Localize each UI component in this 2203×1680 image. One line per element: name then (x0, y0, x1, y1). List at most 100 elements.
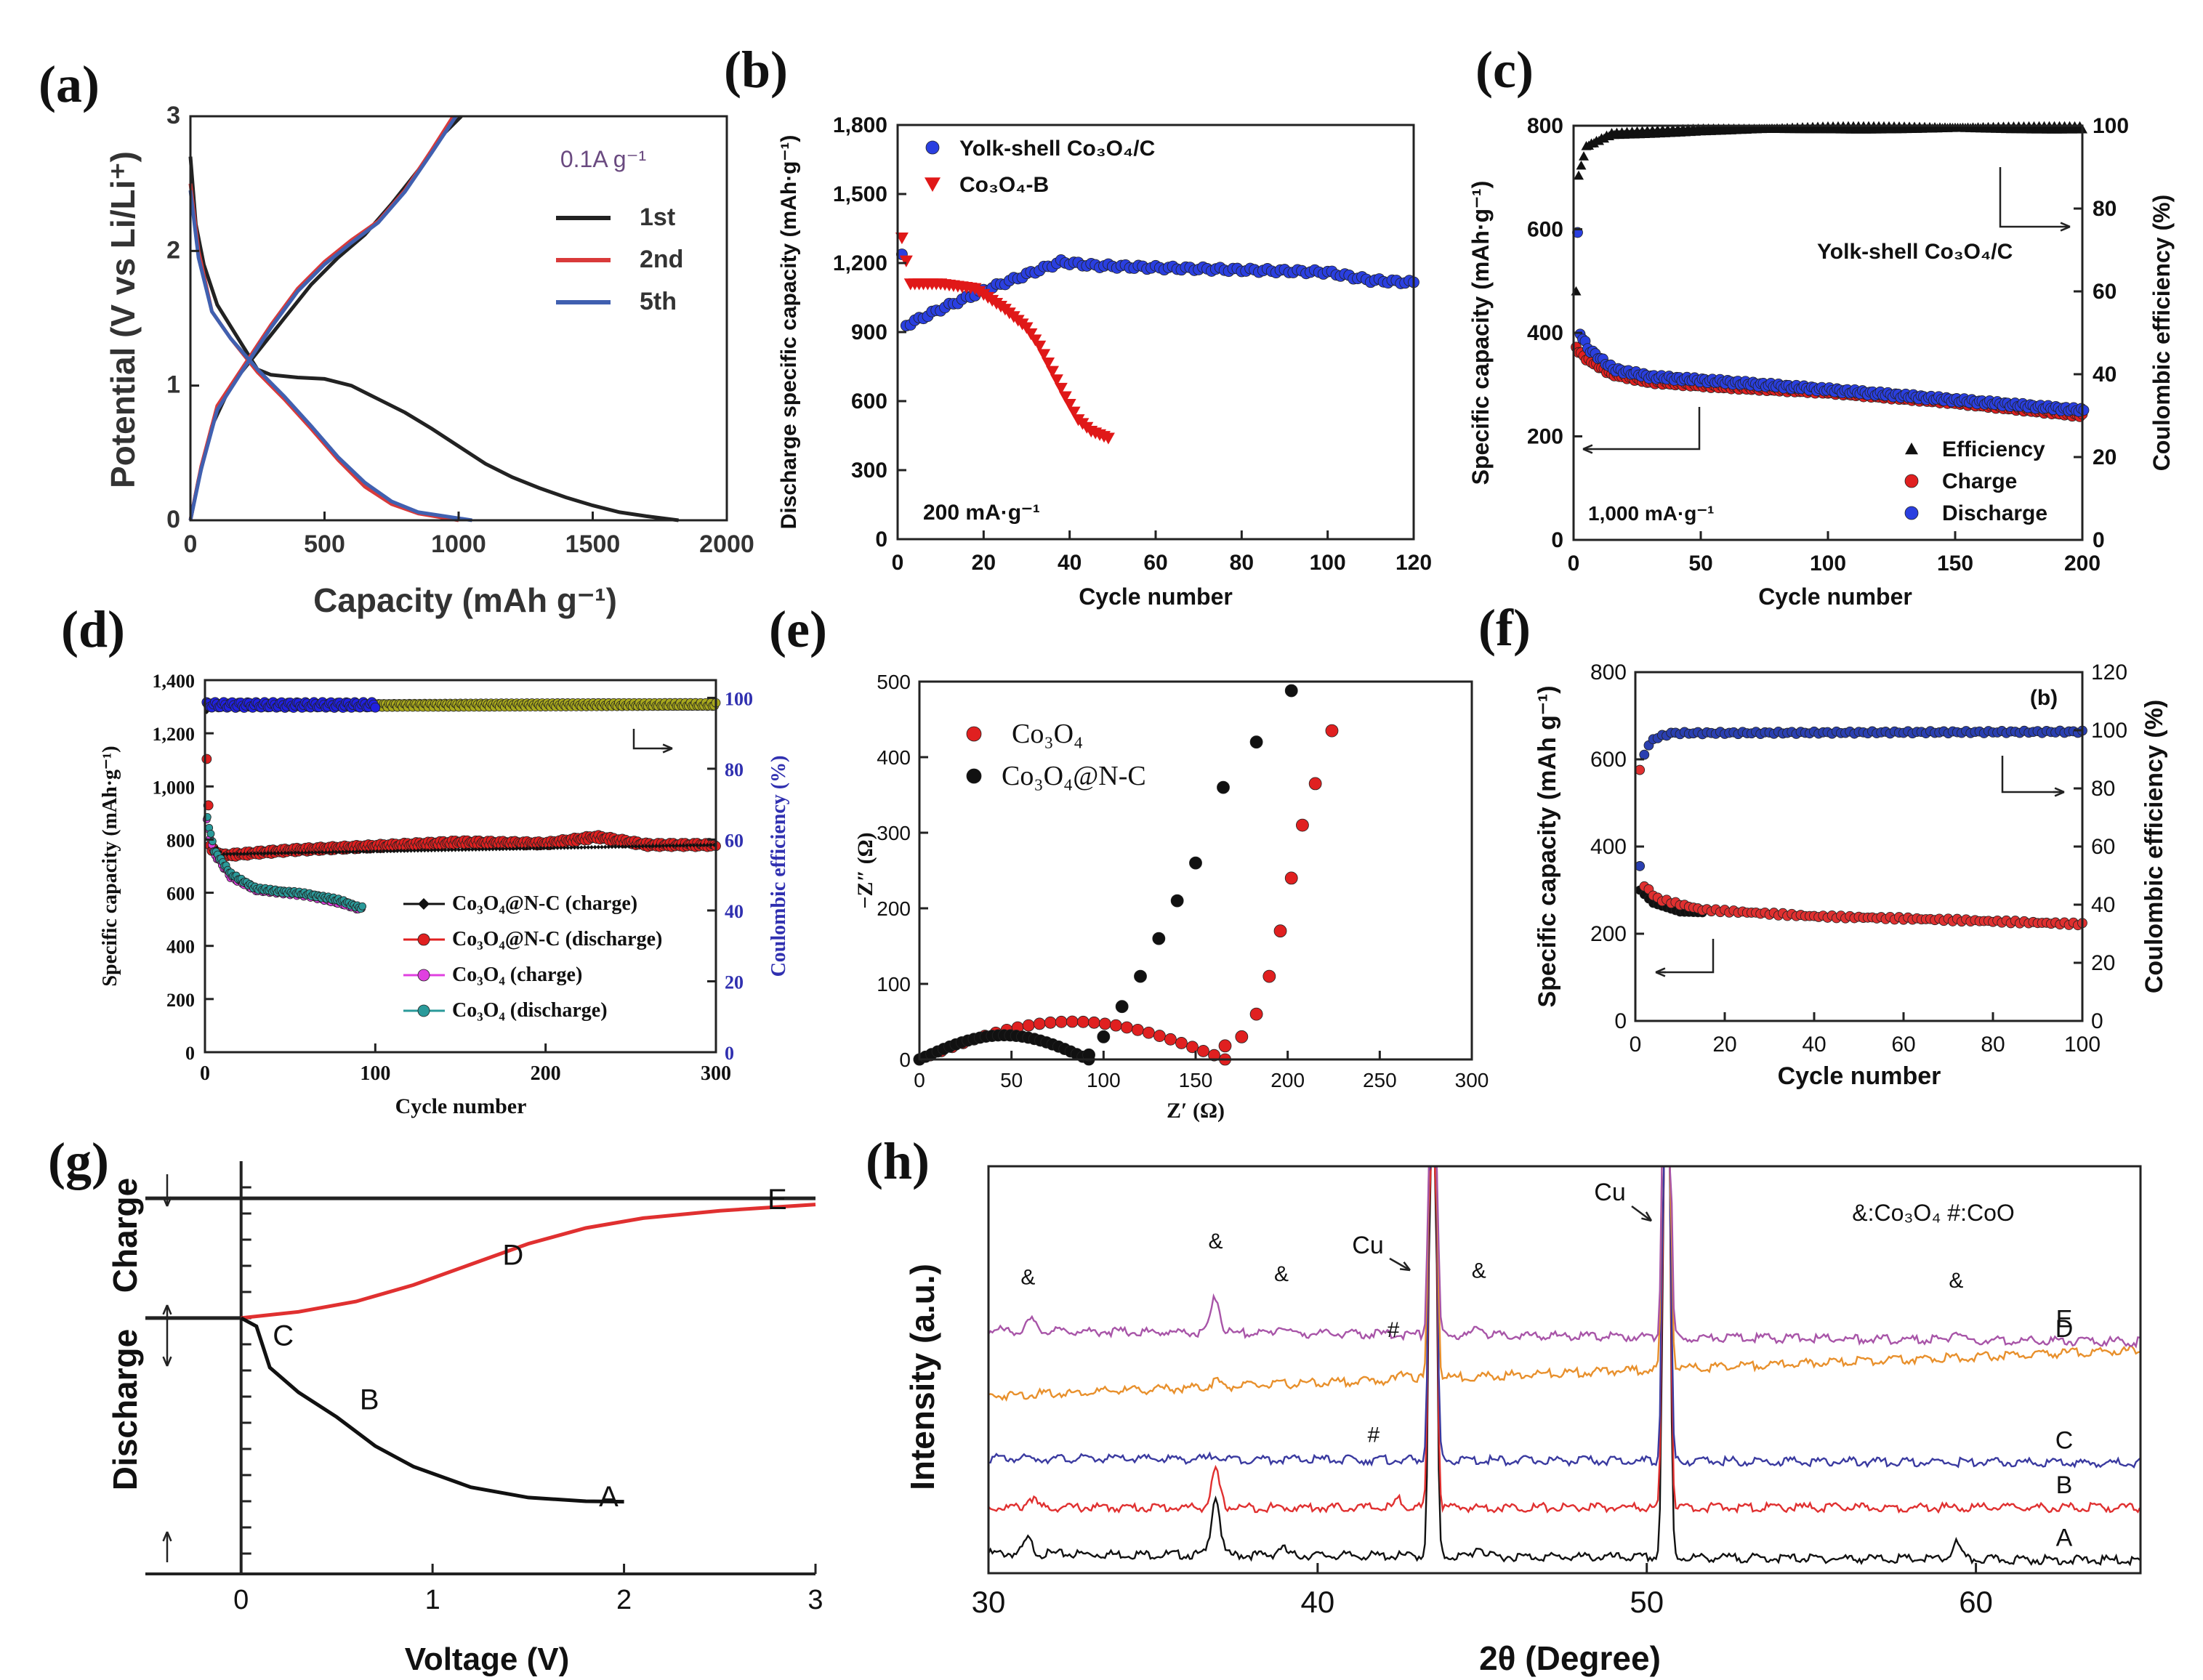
panel-label-d: (d) (61, 600, 125, 658)
g-x-tick-label: 1 (425, 1585, 440, 1615)
d-nc-charge-point (453, 847, 458, 852)
y2-tick-label: 0 (2093, 528, 2105, 552)
d-nc-charge-point (368, 849, 373, 854)
d-nc-charge-point (337, 849, 342, 855)
d-nc-charge-point (562, 845, 567, 850)
y2-tick-label: 20 (725, 972, 744, 993)
y-tick-label: 600 (1527, 218, 1563, 242)
b-x-axis-title: Cycle number (1079, 583, 1233, 610)
e-co3o4-arc-point (1197, 1045, 1209, 1057)
e-co3o4-tail-point (1325, 724, 1339, 738)
d-nc-charge-point (279, 850, 284, 855)
d-nc-charge-point (241, 851, 246, 856)
d-nc-charge-point (657, 844, 662, 849)
b-rate-annotation: 200 mA·g⁻¹ (923, 501, 1040, 525)
e-nc-tail-point (1217, 780, 1230, 794)
y-tick-label: 400 (1527, 321, 1563, 345)
d-nc-charge-point (273, 851, 278, 856)
d-nc-charge-point (528, 846, 533, 851)
c-x-axis-title: Cycle number (1758, 583, 1912, 610)
f-frame (1634, 671, 2084, 1022)
e-legend-label: Co₃O₄ (1012, 719, 1083, 749)
y2-tick-label: 120 (2091, 661, 2127, 684)
d-nc-charge-point (334, 849, 339, 855)
h-pattern-label: A (2056, 1524, 2073, 1552)
d-legend-label: Co₃O₄ (charge) (452, 964, 582, 986)
c-y-axis-title: Specific capacity (mAh·g⁻¹) (1467, 181, 1494, 485)
b-legend-marker (925, 177, 941, 192)
panel-label-h: (h) (866, 1132, 930, 1190)
c-rate-annotation: 1,000 mA·g⁻¹ (1588, 502, 1715, 525)
y-tick-label: 3 (166, 102, 180, 129)
y-tick-label: 1,200 (153, 724, 196, 745)
c-legend-marker (1904, 506, 1919, 520)
e-co3o4-arc-point (1044, 1016, 1057, 1029)
a-legend-label: 2nd (640, 246, 683, 273)
y-tick-label: 200 (877, 897, 911, 920)
y2-tick-label: 0 (2091, 1009, 2103, 1033)
panel-label-c: (c) (1475, 41, 1534, 99)
y-tick-label: 600 (1590, 748, 1627, 772)
d-nc-charge-point (589, 844, 594, 849)
d-nc-charge-point (473, 847, 478, 852)
d-nc-charge-point (398, 848, 403, 853)
d-co3o4-discharge-point (206, 830, 215, 838)
d-legend-marker (417, 933, 430, 946)
d-nc-charge-point (691, 843, 696, 848)
y-tick-label: 0 (899, 1049, 911, 1071)
d-nc-charge-point (688, 843, 693, 848)
d-legend-marker (418, 898, 430, 910)
d-nc-charge-point (524, 846, 529, 851)
a-series-2nd-line (188, 183, 459, 522)
f-efficiency-arrow-head (2054, 787, 2065, 797)
h-phase-marker: & (1020, 1266, 1035, 1290)
e-nc-tail-point (1082, 1048, 1095, 1062)
y2-tick-label: 0 (725, 1043, 734, 1064)
d-nc-charge-point (555, 845, 560, 850)
d-nc-charge-point (354, 849, 359, 855)
c-efficiency-point (1576, 160, 1587, 170)
d-nc-charge-point (497, 847, 502, 852)
d-nc-charge-point (446, 847, 451, 852)
d-nc-charge-point (623, 844, 628, 849)
x-tick-label: 40 (1802, 1033, 1826, 1057)
c-legend-marker (1905, 443, 1918, 455)
d-nc-charge-point (640, 844, 645, 849)
y2-tick-label: 60 (2093, 280, 2117, 304)
g-discharge-down-arrow-head (162, 1356, 172, 1367)
d-nc-charge-point (565, 845, 571, 850)
panel-label-a: (a) (39, 55, 100, 113)
d-nc-charge-point (507, 847, 512, 852)
d-nc-charge-point (384, 849, 390, 854)
y2-tick-label: 100 (725, 688, 753, 709)
d-nc-charge-point (651, 844, 656, 849)
d-nc-charge-point (695, 843, 700, 848)
h-pattern-B (988, 1165, 2141, 1514)
y2-tick-label: 100 (2093, 114, 2129, 138)
h-phase-marker: # (1367, 1423, 1380, 1447)
d-nc-charge-point (514, 846, 519, 851)
d-nc-charge-point (303, 850, 308, 855)
d-nc-charge-point (251, 851, 257, 856)
x-tick-label: 200 (2064, 552, 2101, 576)
d-nc-charge-point (259, 851, 264, 856)
d-nc-charge-point (677, 843, 682, 848)
x-tick-label: 250 (1363, 1069, 1397, 1091)
d-nc-charge-point (579, 845, 584, 850)
y-tick-label: 800 (1527, 114, 1563, 138)
d-nc-charge-point (429, 848, 434, 853)
d-nc-charge-point (231, 852, 236, 857)
h-pattern-label: D (2055, 1315, 2074, 1343)
d-nc-charge-point (432, 848, 438, 853)
y-tick-label: 500 (877, 671, 911, 693)
d-nc-charge-point (350, 849, 355, 855)
a-series-5th-line (188, 115, 458, 521)
d-nc-charge-point (701, 843, 706, 848)
d-nc-charge-point (225, 852, 230, 857)
h-pattern-C (988, 1165, 2140, 1469)
h-y-axis-title: Intensity (a.u.) (903, 1264, 941, 1490)
d-nc-charge-point (228, 852, 233, 857)
c-legend-label: Charge (1942, 469, 2017, 493)
x-tick-label: 0 (1568, 552, 1580, 576)
x-tick-label: 300 (1455, 1069, 1489, 1091)
